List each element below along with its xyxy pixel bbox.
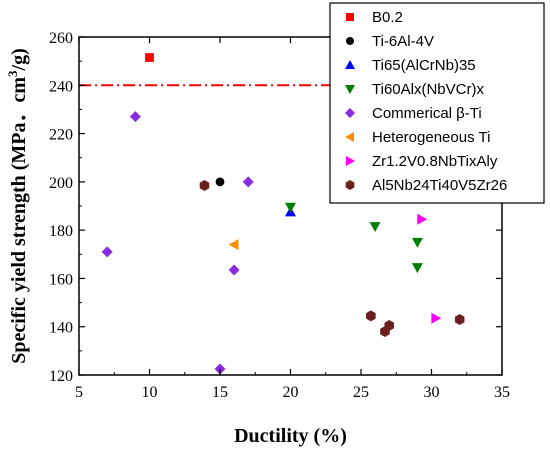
legend-marker [345, 85, 355, 94]
legend-label: Ti60Alx(NbVCr)x [372, 81, 484, 98]
legend-label: Commerical β-Ti [372, 105, 482, 122]
data-point-series-2 [215, 177, 225, 187]
y-tick-label: 180 [49, 223, 73, 240]
data-point-series-8 [454, 313, 465, 325]
legend-box [329, 2, 545, 204]
data-point-series-6 [228, 239, 239, 251]
x-tick-label: 5 [75, 384, 83, 401]
y-tick-label: 120 [49, 368, 73, 385]
data-markers [101, 53, 465, 375]
y-tick-label: 140 [49, 320, 73, 337]
y-tick-label: 240 [49, 78, 73, 95]
y-tick-label: 260 [49, 30, 73, 47]
legend-marker [345, 108, 355, 118]
legend-marker [345, 60, 355, 69]
x-tick-label: 35 [494, 384, 510, 401]
data-point-series-7 [417, 213, 428, 225]
y-axis-title-unit: /g) [8, 48, 30, 71]
legend-marker [346, 156, 355, 166]
y-axis-title-superscript: 3 [5, 70, 20, 77]
data-point-series-4 [369, 222, 381, 233]
legend-label: B0.2 [372, 9, 403, 26]
x-axis-ticks: 5 10 15 20 25 30 35 [75, 37, 510, 401]
legend-marker [345, 180, 355, 190]
y-tick-label: 220 [49, 127, 73, 144]
data-point-series-8 [384, 320, 394, 332]
y-axis-title: Specific yield strength (MPa．cm3/g) [5, 48, 30, 364]
legend-label: Ti65(AlCrNb)35 [372, 57, 476, 74]
x-tick-label: 25 [353, 384, 369, 401]
legend-label: Heterogeneous Ti [372, 129, 490, 146]
data-point-series-4 [411, 237, 423, 248]
data-point-series-8 [366, 310, 376, 322]
y-axis-title-main: Specific yield strength (MPa．cm [8, 77, 30, 364]
data-point-series-1 [145, 53, 154, 62]
legend-marker [346, 37, 354, 45]
legend: B0.2 Ti-6Al-4V Ti65(AlCrNb)35 Ti60Alx(NbVCr… [329, 2, 545, 204]
legend-label: Al5Nb24Ti40V5Zr26 [372, 177, 507, 194]
x-tick-label: 30 [424, 384, 440, 401]
x-axis-title: Ductility (%) [234, 425, 347, 447]
data-point-series-5 [214, 363, 226, 375]
y-tick-label: 160 [49, 271, 73, 288]
x-tick-label: 10 [142, 384, 158, 401]
data-point-series-4 [411, 263, 423, 274]
data-point-series-7 [431, 312, 442, 324]
y-tick-label: 200 [49, 175, 73, 192]
legend-marker [346, 13, 354, 21]
data-point-series-8 [199, 179, 210, 191]
y-axis-ticks: 120 140 160 180 200 220 240 260 [49, 30, 502, 385]
x-tick-label: 20 [283, 384, 299, 401]
legend-label: Ti-6Al-4V [372, 33, 434, 50]
data-point-series-5 [242, 176, 254, 188]
data-point-series-5 [228, 264, 240, 276]
data-point-series-5 [129, 111, 141, 123]
legend-marker [345, 132, 354, 142]
data-point-series-4 [285, 202, 296, 213]
data-point-series-5 [101, 246, 113, 258]
legend-label: Zr1.2V0.8NbTixAly [372, 153, 498, 170]
x-tick-label: 15 [212, 384, 228, 401]
